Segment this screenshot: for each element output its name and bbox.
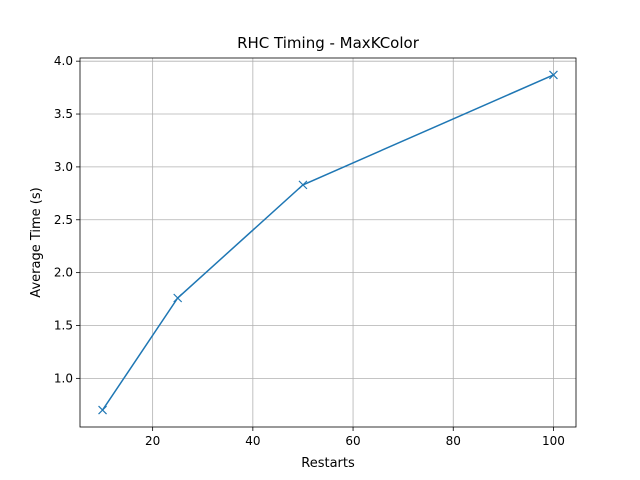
series-layer — [98, 70, 558, 415]
x-tick-label: 80 — [446, 434, 461, 448]
plot-frame — [79, 57, 577, 428]
marker-stroke — [98, 405, 107, 415]
x-tick-label: 100 — [542, 434, 565, 448]
marker-stroke — [549, 70, 558, 80]
grid-layer — [80, 58, 576, 427]
x-tick-label: 60 — [345, 434, 360, 448]
marker-stroke — [173, 293, 183, 303]
tick-layer: 20 40 60 80 100 1.0 1.5 2.0 2.5 3.0 3.5 4.0 — [54, 54, 565, 448]
data-point-marker — [98, 405, 107, 415]
y-tick-label: 3.5 — [54, 107, 73, 121]
x-axis-label: Restarts — [301, 456, 355, 471]
series-line — [101, 74, 554, 411]
y-tick-label: 1.0 — [54, 371, 73, 385]
y-tick-label: 2.0 — [54, 266, 73, 280]
y-tick-label: 2.5 — [54, 213, 73, 227]
x-tick-label: 20 — [145, 434, 160, 448]
chart-title: RHC Timing - MaxKColor — [237, 34, 420, 52]
y-axis-label: Average Time (s) — [29, 187, 44, 297]
data-point-marker — [298, 180, 308, 190]
y-tick-label: 3.0 — [54, 160, 73, 174]
y-tick-label: 1.5 — [54, 318, 73, 332]
marker-stroke — [298, 180, 308, 190]
data-point-marker — [549, 70, 558, 80]
y-tick-label: 4.0 — [54, 54, 73, 68]
x-tick-label: 40 — [245, 434, 260, 448]
data-point-marker — [173, 293, 183, 303]
